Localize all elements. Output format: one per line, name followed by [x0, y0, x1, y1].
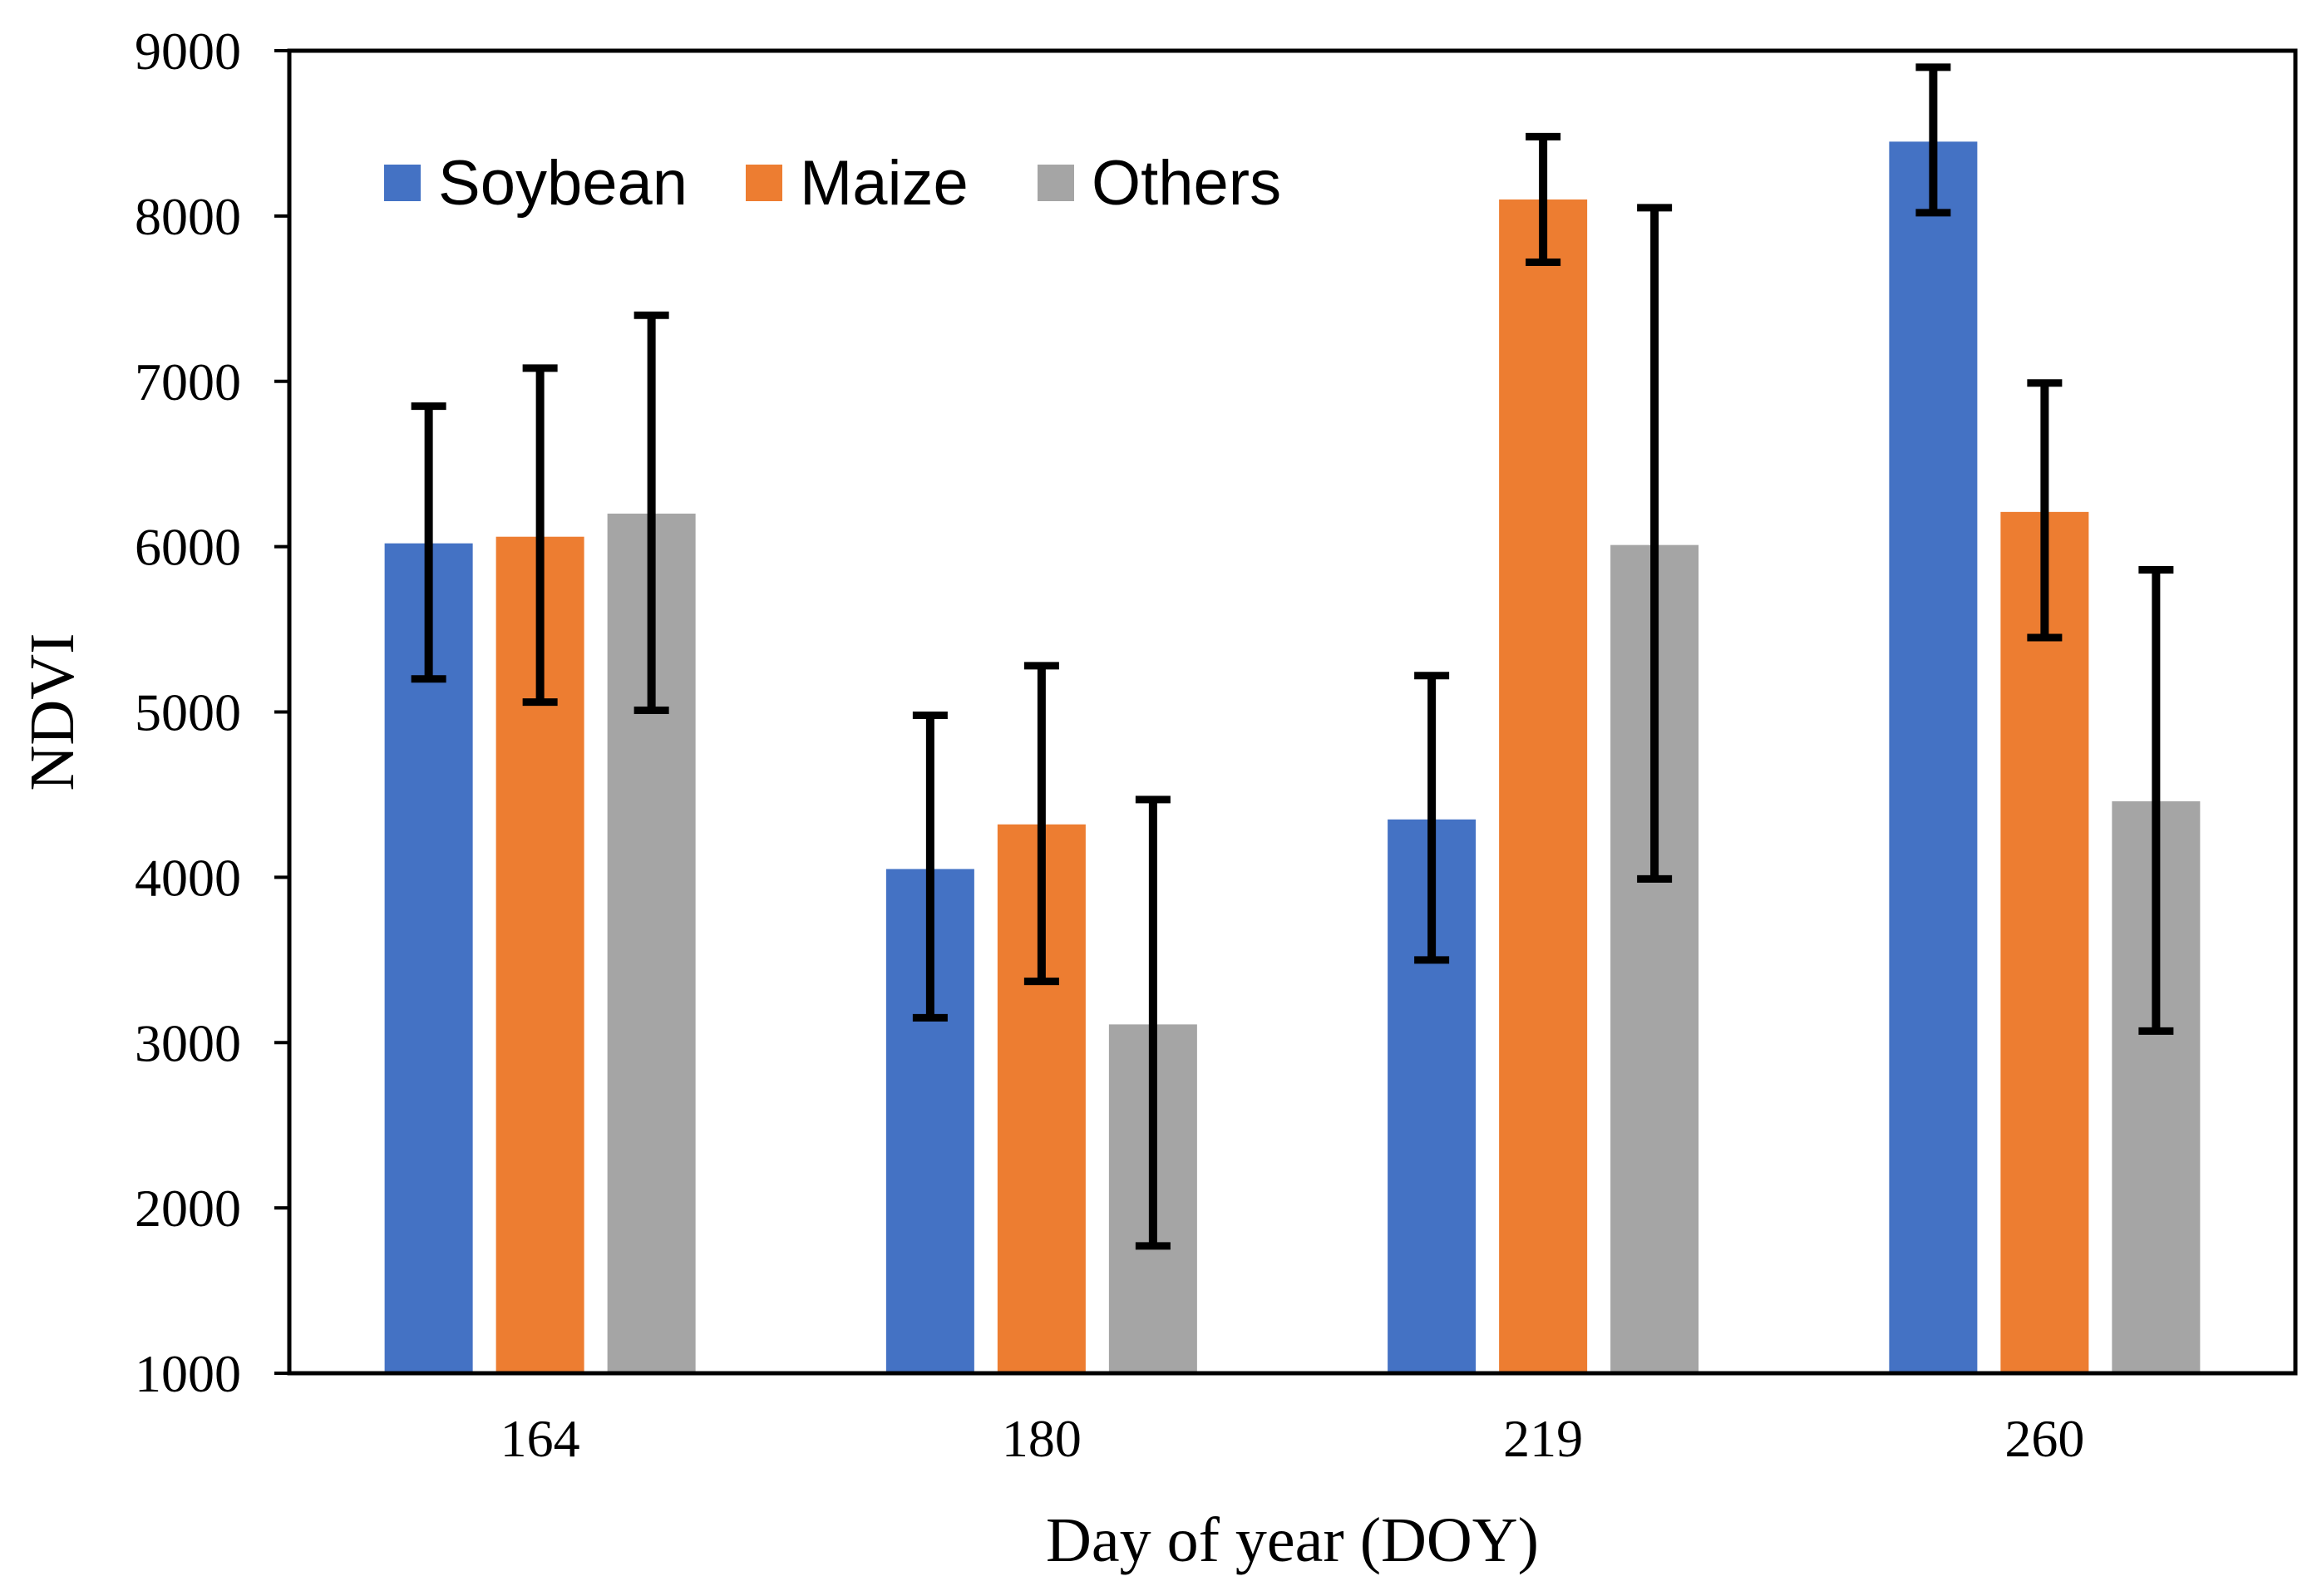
x-axis-title: Day of year (DOY)	[1046, 1505, 1539, 1575]
y-tick-label: 5000	[135, 683, 241, 742]
legend-label-soybean: Soybean	[438, 148, 688, 219]
legend-label-maize: Maize	[800, 148, 969, 219]
y-tick-label: 7000	[135, 352, 241, 411]
legend-swatch-maize	[746, 165, 782, 201]
x-axis-ticks: 164 180 219 260	[500, 1409, 2085, 1468]
legend: Soybean Maize Others	[384, 148, 1281, 219]
y-tick-label: 9000	[135, 22, 241, 81]
x-tick-label: 260	[2004, 1409, 2084, 1468]
legend-swatch-others	[1038, 165, 1074, 201]
y-tick-label: 3000	[135, 1013, 241, 1072]
plot-area-frame	[287, 48, 2298, 1376]
y-tick-label: 4000	[135, 848, 241, 907]
x-tick-label: 164	[500, 1409, 580, 1468]
y-tick-label: 2000	[135, 1179, 241, 1238]
x-tick-label: 219	[1503, 1409, 1583, 1468]
bar-soybean-260	[1889, 141, 1978, 1374]
y-tick-label: 6000	[135, 518, 241, 577]
y-tick-label: 1000	[135, 1344, 241, 1403]
bar-maize-219	[1499, 199, 1588, 1373]
legend-swatch-soybean	[384, 165, 421, 201]
y-axis-title: NDVI	[17, 633, 87, 791]
y-tick-label: 8000	[135, 187, 241, 246]
error-bars-layer	[411, 63, 2174, 1250]
bars-layer	[384, 141, 2201, 1374]
y-axis-ticks: 1000 2000 3000 4000 5000 6000 7000 8000 9000	[135, 22, 289, 1403]
legend-label-others: Others	[1092, 148, 1281, 219]
bar-maize-260	[2000, 511, 2089, 1373]
x-tick-label: 180	[1002, 1409, 1082, 1468]
